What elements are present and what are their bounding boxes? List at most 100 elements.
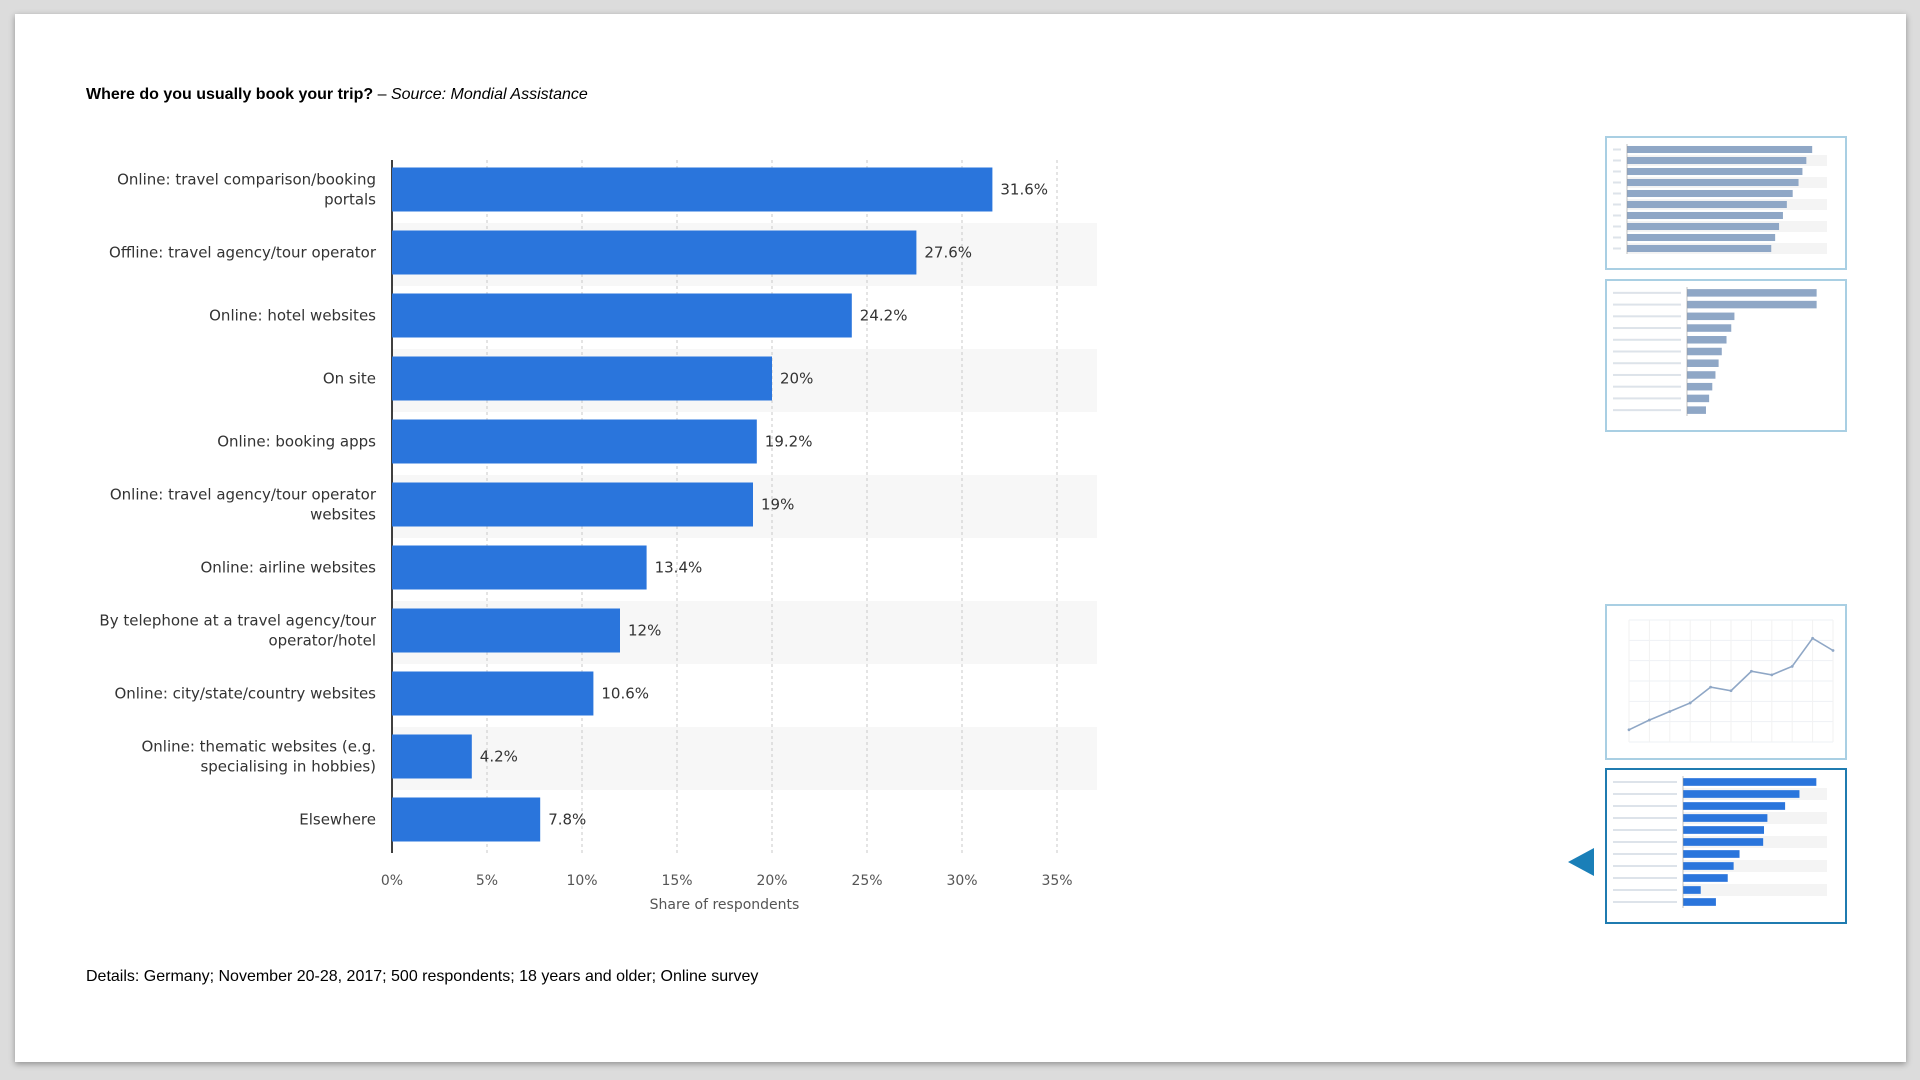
thumbnail-1[interactable] — [1605, 136, 1847, 270]
category-label: Online: hotel websites — [209, 307, 376, 325]
bar-value-label: 27.6% — [924, 244, 972, 262]
title-separator: – — [373, 86, 391, 103]
thumb-bar — [1687, 312, 1735, 321]
thumb-bar — [1683, 874, 1728, 882]
thumb-label — [1613, 148, 1621, 151]
category-label: By telephone at a travel agency/tour — [99, 612, 376, 630]
bar[interactable] — [392, 167, 993, 212]
bar[interactable] — [392, 734, 472, 779]
details-text: Details: Germany; November 20-28, 2017; … — [86, 968, 759, 985]
thumb-label — [1613, 350, 1681, 353]
category-label: On site — [323, 370, 376, 388]
x-tick-label: 5% — [476, 873, 498, 889]
thumb-bar — [1683, 790, 1800, 798]
x-tick-label: 25% — [851, 873, 882, 889]
bar-value-label: 7.8% — [548, 811, 586, 829]
x-tick-label: 15% — [661, 873, 692, 889]
thumb-label — [1613, 338, 1681, 341]
thumb-bar — [1687, 406, 1706, 414]
thumb-bar — [1683, 886, 1701, 894]
thumbnail-3[interactable] — [1605, 604, 1847, 760]
bar-chart: 31.6% Online: travel comparison/booking po… — [99, 160, 1097, 913]
thumb-bar — [1687, 300, 1817, 309]
category-label: Online: travel comparison/booking — [117, 171, 376, 189]
thumb-label — [1613, 247, 1621, 250]
thumb-bar — [1627, 167, 1803, 176]
thumb-label — [1613, 315, 1681, 318]
thumb-label — [1613, 192, 1621, 195]
thumb-label — [1613, 303, 1681, 306]
bar[interactable] — [392, 482, 753, 527]
thumb-bar — [1687, 336, 1727, 344]
thumb-bar — [1687, 394, 1710, 403]
category-label: specialising in hobbies) — [200, 758, 376, 776]
category-label: Elsewhere — [299, 811, 376, 829]
thumb-bar — [1687, 371, 1716, 379]
slide-title: Where do you usually book your trip? – S… — [86, 86, 588, 104]
thumb-bar — [1627, 178, 1799, 187]
thumb-bar — [1683, 850, 1740, 858]
bar-value-label: 19.2% — [765, 433, 813, 451]
x-tick-label: 0% — [381, 873, 403, 889]
x-tick-label: 20% — [756, 873, 787, 889]
bar[interactable] — [392, 419, 757, 464]
thumb-label — [1613, 385, 1681, 388]
category-label: Online: thematic websites (e.g. — [141, 738, 376, 756]
bar[interactable] — [392, 671, 594, 716]
thumb-label — [1613, 397, 1681, 400]
thumb-bar — [1683, 862, 1734, 870]
thumb-label — [1613, 236, 1621, 239]
bar-value-label: 12% — [628, 622, 661, 640]
thumb-label — [1613, 170, 1621, 173]
thumb-label — [1613, 901, 1677, 903]
thumb-bar — [1687, 382, 1713, 391]
thumb-bar — [1683, 898, 1716, 906]
thumb-label — [1613, 829, 1677, 831]
bar[interactable] — [392, 230, 917, 275]
thumb-bar — [1627, 222, 1780, 231]
thumbnail-4-selected[interactable] — [1605, 768, 1847, 924]
bar-value-label: 24.2% — [860, 307, 908, 325]
thumb-bar — [1627, 233, 1776, 242]
thumb-bar — [1687, 347, 1722, 356]
category-label: portals — [324, 191, 376, 209]
bar[interactable] — [392, 797, 541, 842]
bar[interactable] — [392, 293, 852, 338]
thumb-label — [1613, 214, 1621, 217]
thumb-bar — [1687, 359, 1719, 367]
x-tick-label: 35% — [1041, 873, 1072, 889]
category-label: websites — [310, 506, 376, 524]
thumb-label — [1613, 805, 1677, 807]
thumb-bar — [1627, 156, 1807, 165]
thumb-bar — [1687, 289, 1817, 297]
row-band — [392, 727, 1097, 790]
thumb-label — [1613, 327, 1681, 330]
thumb-bar — [1627, 189, 1793, 198]
bar[interactable] — [392, 356, 772, 401]
thumb-label — [1613, 181, 1621, 184]
thumb-label — [1613, 889, 1677, 891]
x-tick-label: 10% — [566, 873, 597, 889]
bar[interactable] — [392, 545, 647, 590]
thumb-bar — [1627, 211, 1783, 220]
category-label: Online: airline websites — [201, 559, 377, 577]
thumb-bar — [1627, 145, 1813, 154]
bar-value-label: 13.4% — [655, 559, 703, 577]
title-source: Source: Mondial Assistance — [390, 86, 588, 103]
thumb-bar — [1683, 802, 1786, 810]
thumb-label — [1613, 409, 1681, 412]
category-label: Offline: travel agency/tour operator — [109, 244, 377, 262]
thumb-label — [1613, 793, 1677, 795]
title-question: Where do you usually book your trip? — [86, 86, 374, 103]
bar-value-label: 10.6% — [601, 685, 649, 703]
category-label: Online: booking apps — [217, 433, 376, 451]
thumb-bar — [1627, 200, 1787, 209]
bar[interactable] — [392, 608, 620, 653]
thumb-label — [1613, 841, 1677, 843]
category-label: Online: city/state/country websites — [114, 685, 376, 703]
thumb-bar — [1687, 324, 1732, 332]
bar-value-label: 20% — [780, 370, 813, 388]
bar-value-label: 19% — [761, 496, 794, 514]
thumbnail-2[interactable] — [1605, 279, 1847, 432]
thumb-label — [1613, 817, 1677, 819]
